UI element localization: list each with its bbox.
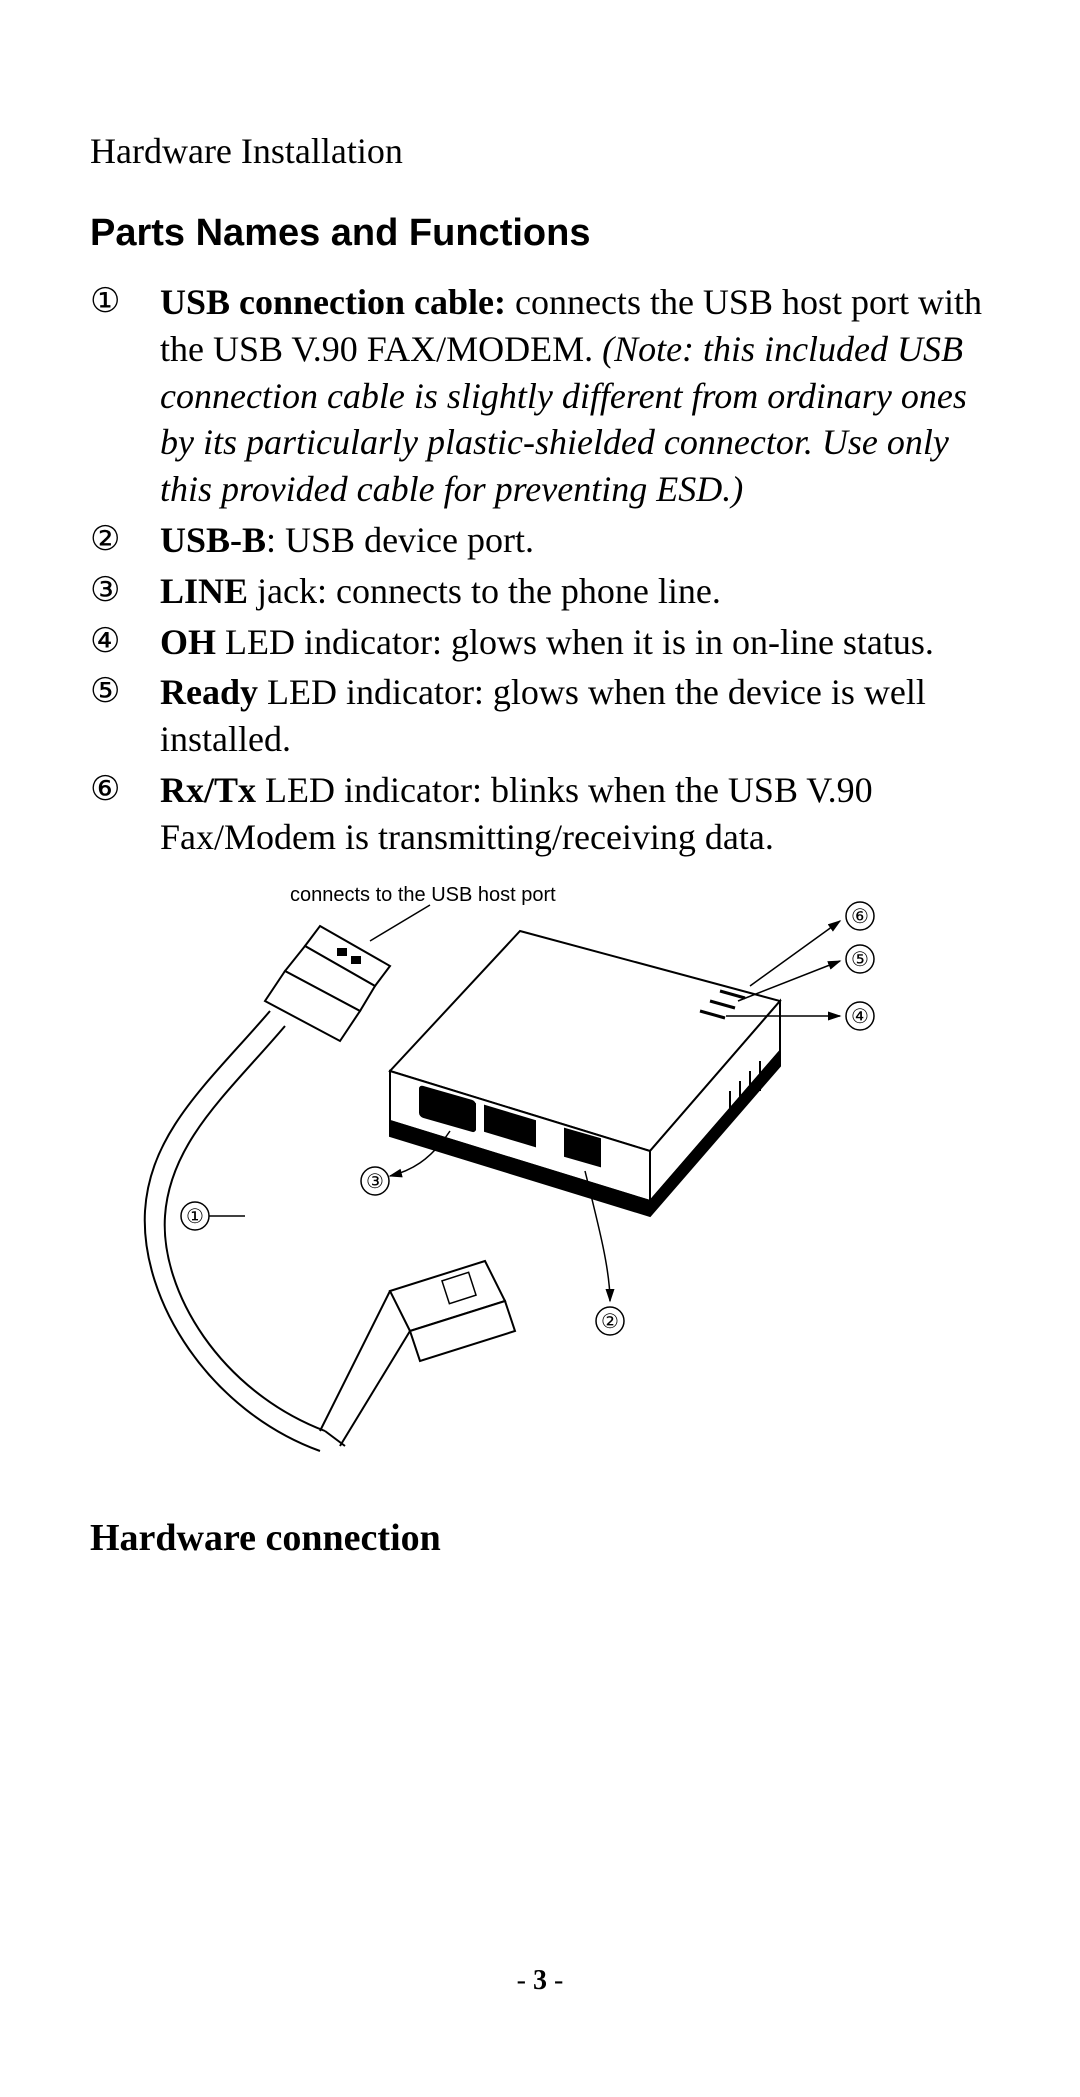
page-suffix: - — [547, 1965, 563, 1996]
item-label: Rx/Tx — [160, 770, 256, 810]
diagram-caption: connects to the USB host port — [290, 884, 556, 906]
section-title: Parts Names and Functions — [90, 212, 990, 255]
callout-2: ② — [601, 1311, 619, 1333]
item-marker: ④ — [90, 619, 160, 663]
item-body: Rx/Tx LED indicator: blinks when the USB… — [160, 767, 990, 861]
item-body: USB-B: USB device port. — [160, 517, 990, 564]
item-label: USB-B — [160, 520, 266, 560]
list-item: ⑤ Ready LED indicator: glows when the de… — [90, 669, 990, 763]
hardware-connection-title: Hardware connection — [90, 1516, 990, 1560]
item-body: USB connection cable: connects the USB h… — [160, 279, 990, 513]
list-item: ③ LINE jack: connects to the phone line. — [90, 568, 990, 615]
diagram-svg: connects to the USB host port — [90, 871, 890, 1491]
usb-a-connector — [145, 926, 390, 1451]
callout-6: ⑥ — [851, 906, 869, 928]
callout-4: ④ — [851, 1006, 869, 1028]
callout-5: ⑤ — [851, 949, 869, 971]
item-label: LINE — [160, 571, 248, 611]
callout-3: ③ — [366, 1171, 384, 1193]
list-item: ⑥ Rx/Tx LED indicator: blinks when the U… — [90, 767, 990, 861]
callout-1: ① — [186, 1206, 204, 1228]
item-body: Ready LED indicator: glows when the devi… — [160, 669, 990, 763]
page-number: - 3 - — [0, 1965, 1080, 1997]
item-marker: ⑤ — [90, 669, 160, 713]
item-desc: LED indicator: blinks when the USB V.90 … — [160, 770, 873, 857]
item-marker: ③ — [90, 568, 160, 612]
list-item: ② USB-B: USB device port. — [90, 517, 990, 564]
item-marker: ① — [90, 279, 160, 323]
item-label: USB connection cable: — [160, 282, 506, 322]
list-item: ④ OH LED indicator: glows when it is in … — [90, 619, 990, 666]
page-num-value: 3 — [533, 1965, 547, 1996]
item-marker: ② — [90, 517, 160, 561]
item-desc: LED indicator: glows when the device is … — [160, 672, 926, 759]
page-prefix: - — [517, 1965, 533, 1996]
list-item: ① USB connection cable: connects the USB… — [90, 279, 990, 513]
item-desc: jack: connects to the phone line. — [248, 571, 721, 611]
usb-b-connector — [320, 1261, 515, 1446]
item-marker: ⑥ — [90, 767, 160, 811]
parts-list: ① USB connection cable: connects the USB… — [90, 279, 990, 861]
item-label: OH — [160, 622, 216, 662]
item-body: LINE jack: connects to the phone line. — [160, 568, 990, 615]
item-body: OH LED indicator: glows when it is in on… — [160, 619, 990, 666]
item-desc: : USB device port. — [266, 520, 534, 560]
page-header: Hardware Installation — [90, 130, 990, 172]
item-desc: LED indicator: glows when it is in on-li… — [216, 622, 934, 662]
item-label: Ready — [160, 672, 258, 712]
device-diagram: connects to the USB host port — [90, 871, 990, 1496]
